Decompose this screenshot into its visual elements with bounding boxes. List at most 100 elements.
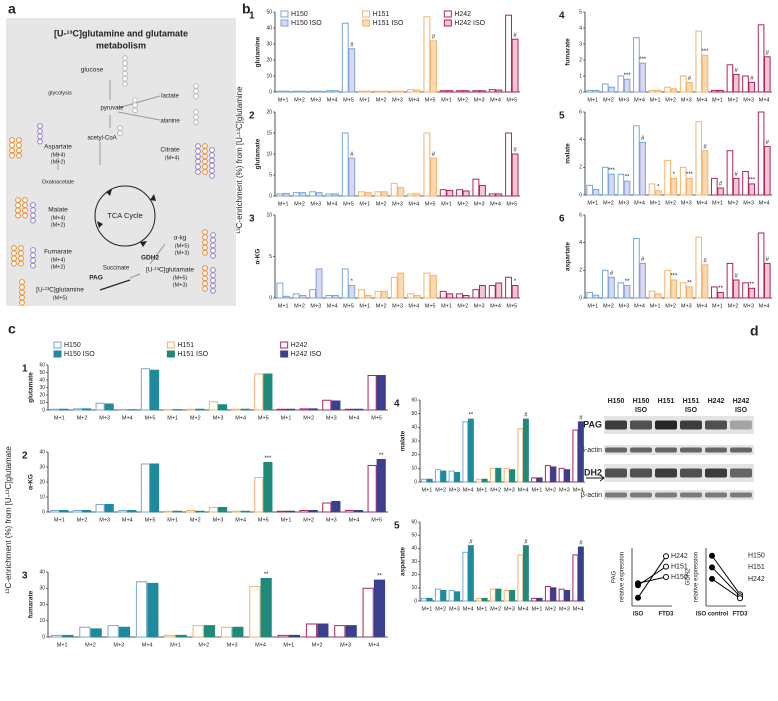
bar	[72, 408, 83, 411]
carbon-atom	[117, 130, 123, 137]
bar	[79, 626, 91, 638]
series-label: H242	[671, 553, 688, 560]
carbon-atom	[22, 197, 28, 203]
bar	[601, 166, 609, 196]
carbon-atom	[37, 128, 43, 135]
carbon-atom	[11, 255, 17, 262]
x-tick-label: M+4	[368, 642, 379, 648]
y-tick-label: 0	[42, 634, 45, 640]
carbon-atom	[37, 138, 43, 145]
bar	[348, 157, 356, 197]
x-tick-label: M+5	[425, 303, 436, 309]
bar	[489, 467, 496, 483]
bar	[104, 403, 114, 411]
cycle-ring	[94, 185, 156, 247]
carbon-atom	[202, 270, 208, 277]
carbon-atom	[202, 163, 208, 170]
marker-dot	[709, 575, 715, 582]
x-tick-label: M+4	[122, 517, 133, 523]
x-tick-label: M+3	[99, 415, 110, 421]
carbon-atom	[202, 249, 208, 256]
significance-mark: #	[579, 541, 583, 547]
x-tick-label: M+3	[449, 606, 460, 612]
bar	[478, 185, 486, 197]
x-tick-label: M+4	[349, 415, 360, 421]
bar	[254, 373, 264, 411]
carbon-atom	[209, 162, 215, 169]
x-tick-label: M+1	[587, 97, 598, 103]
bar	[407, 193, 415, 197]
bar	[481, 597, 488, 602]
bar	[426, 597, 433, 602]
x-tick-label: FTD3	[659, 612, 675, 618]
carbon-atom	[202, 285, 208, 292]
bar	[364, 90, 372, 93]
bar	[299, 192, 307, 197]
bar	[90, 628, 102, 638]
bar	[439, 90, 447, 93]
bar	[544, 465, 551, 483]
diagram-label: alanine	[160, 119, 180, 125]
x-tick-label: M+4	[634, 200, 645, 206]
diagram-label: pyruvate	[100, 106, 124, 112]
bar	[305, 623, 318, 638]
diagram-label: acetyl-CoA	[87, 136, 116, 142]
bar	[679, 166, 687, 196]
bar	[462, 551, 469, 602]
marker-dot	[737, 595, 743, 602]
y-tick-label: 10	[39, 618, 45, 624]
series-label: H150	[748, 553, 765, 560]
bar	[299, 510, 309, 513]
carbon-atom	[210, 242, 216, 249]
carbon-atom	[19, 289, 25, 296]
bar	[564, 469, 571, 483]
bar	[456, 293, 464, 299]
bar	[462, 190, 470, 197]
carbon-atom	[202, 158, 208, 165]
bar	[633, 37, 640, 93]
y-tick-label: 30	[411, 559, 417, 565]
carbon-atom	[193, 88, 199, 95]
bar	[462, 295, 470, 299]
diagram-label: Fumarate	[44, 249, 72, 256]
carbon-atom	[22, 207, 28, 214]
blot-band	[630, 447, 652, 453]
x-tick-label: M+1	[421, 606, 432, 612]
bar	[325, 193, 333, 197]
bar	[149, 369, 160, 411]
bar	[118, 626, 131, 638]
bar	[577, 421, 584, 483]
blot-band	[605, 468, 627, 478]
y-axis-label: relative expression	[620, 552, 626, 602]
x-tick-label: M+4	[327, 303, 338, 309]
diagram-label: (M+5)	[175, 243, 190, 249]
bar	[282, 90, 290, 93]
bar	[617, 173, 625, 196]
chart-number: 1	[22, 364, 28, 375]
bar	[407, 293, 415, 299]
carbon-atom	[209, 147, 215, 153]
diagram-label: Aspartate	[44, 144, 72, 151]
bar	[373, 579, 386, 638]
bar	[299, 90, 307, 93]
bar	[434, 469, 441, 483]
carbon-atom	[122, 70, 128, 77]
bar	[476, 597, 483, 602]
bar	[679, 75, 687, 93]
bar	[440, 589, 447, 602]
bar	[260, 578, 272, 638]
blot-band	[705, 420, 727, 430]
bar	[764, 56, 771, 93]
bar	[764, 262, 771, 299]
carbon-atom	[132, 97, 138, 103]
bar	[140, 368, 151, 411]
bar	[536, 477, 543, 483]
significance-mark: ***	[701, 49, 709, 55]
x-tick-label: M+1	[359, 97, 370, 103]
bar	[495, 89, 503, 93]
bar	[390, 90, 398, 93]
bar	[118, 510, 128, 513]
x-tick-label: M+1	[587, 303, 598, 309]
bar	[439, 290, 447, 299]
